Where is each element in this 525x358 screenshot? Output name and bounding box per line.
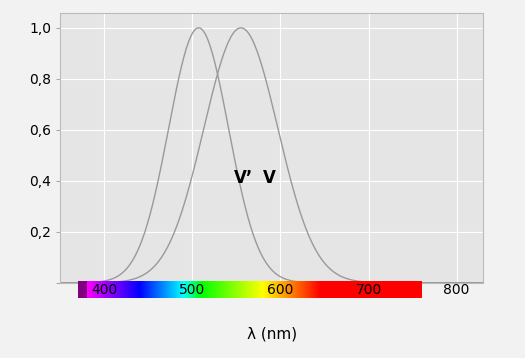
Text: 400: 400 bbox=[91, 283, 118, 297]
Text: 500: 500 bbox=[180, 283, 206, 297]
X-axis label: λ (nm): λ (nm) bbox=[247, 326, 297, 342]
Text: 700: 700 bbox=[355, 283, 382, 297]
Text: V’: V’ bbox=[234, 169, 253, 187]
Text: 600: 600 bbox=[267, 283, 293, 297]
Text: 800: 800 bbox=[444, 283, 470, 297]
Text: V: V bbox=[263, 169, 276, 187]
